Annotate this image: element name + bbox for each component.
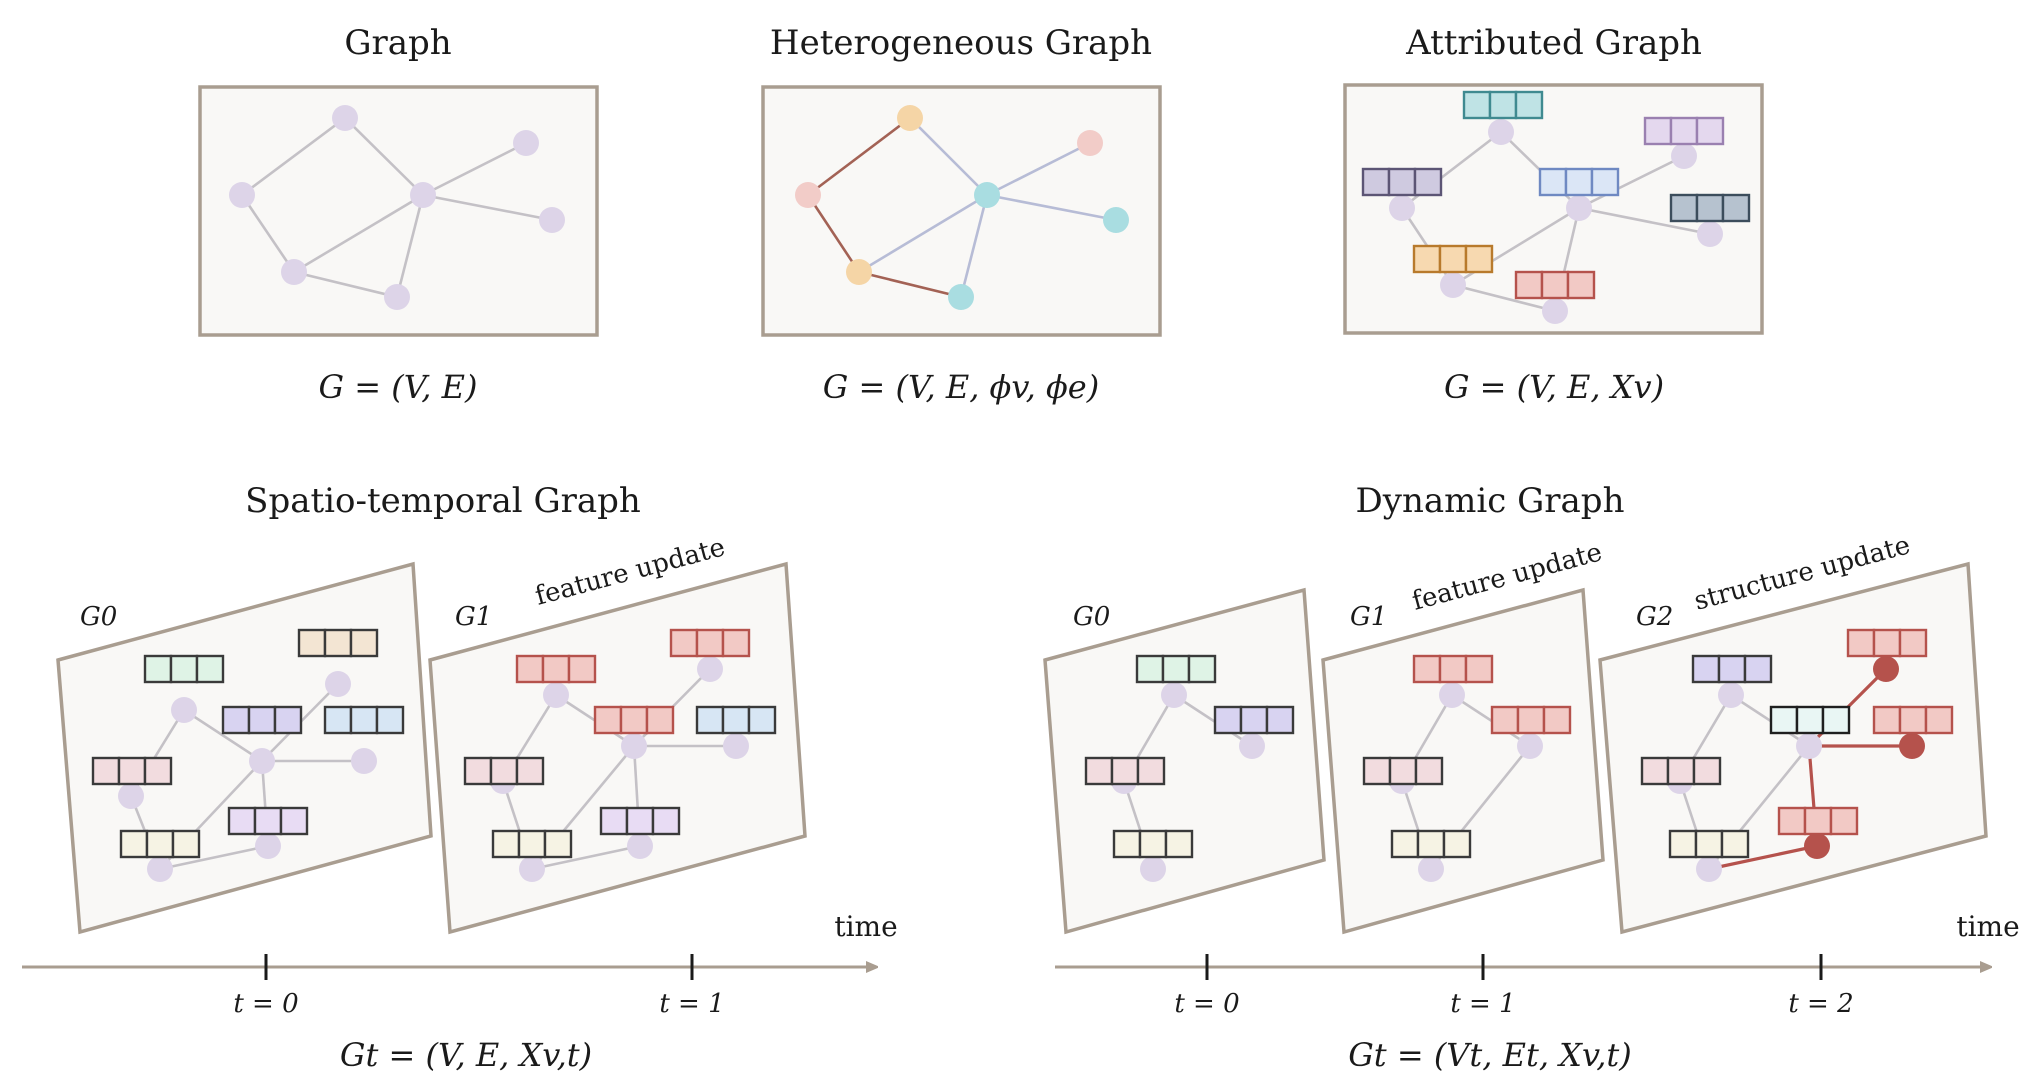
spatiotemporal-title: Spatio-temporal Graph <box>245 481 641 521</box>
attributed-title: Attributed Graph <box>1405 23 1702 63</box>
snapshot-label: G1 <box>455 602 492 632</box>
spatiotemporal-formula: Gt = (V, E, Xv,t) <box>340 1036 592 1074</box>
snapshot-feature-vectors <box>1362 654 1572 859</box>
tick-label: t = 1 <box>659 989 724 1019</box>
spatiotemporal-snapshot-0: G0 <box>56 561 433 935</box>
dynamic-time-axis: time t = 0 t = 1 t = 2 <box>1055 910 2020 1019</box>
snapshot-feature-vectors <box>1084 654 1295 859</box>
graph-title: Graph <box>344 23 451 63</box>
attributed-feature-vectors <box>1361 90 1751 300</box>
dynamic-title: Dynamic Graph <box>1356 481 1625 521</box>
tick-label: t = 0 <box>233 989 298 1019</box>
snapshot-feature-vectors <box>91 628 405 859</box>
feature-vector <box>1412 244 1494 274</box>
snapshot-feature-vectors <box>463 628 777 859</box>
snapshot-label: G1 <box>1350 602 1387 632</box>
heterogeneous-panel: Heterogeneous Graph G = (V, E, ϕv, ϕe) <box>761 23 1162 406</box>
feature-vector <box>1538 167 1620 197</box>
heterogeneous-formula: G = (V, E, ϕv, ϕe) <box>823 368 1099 406</box>
heterogeneous-title: Heterogeneous Graph <box>770 23 1152 63</box>
graph-formula: G = (V, E) <box>319 368 478 406</box>
graph-edges <box>240 116 553 299</box>
attributed-nodes <box>1389 119 1723 324</box>
spatiotemporal-snapshot-1: G1 feature update <box>428 532 807 935</box>
dynamic-formula: Gt = (Vt, Et, Xv,t) <box>1348 1036 1632 1074</box>
feature-vector <box>1361 167 1443 197</box>
feature-vector <box>1669 193 1751 223</box>
snapshot-feature-vectors <box>1640 628 1954 859</box>
tick-label: t = 1 <box>1450 989 1515 1019</box>
feature-vector <box>1643 116 1725 146</box>
time-axis-label: time <box>834 910 897 943</box>
spatiotemporal-panel: Spatio-temporal Graph G0 <box>22 481 898 1074</box>
dynamic-panel: Dynamic Graph G0 <box>1043 481 2020 1074</box>
dynamic-snapshot-2: G2 structure update <box>1598 530 1988 935</box>
tick-label: t = 2 <box>1788 989 1853 1019</box>
new-nodes <box>1804 656 1925 859</box>
dynamic-snapshot-1: G1 feature update <box>1321 537 1605 935</box>
attributed-panel: Attributed Graph <box>1343 23 1764 406</box>
snapshot-nodes <box>118 671 377 882</box>
dynamic-snapshot-0: G0 <box>1043 587 1326 935</box>
graph-nodes <box>229 105 565 310</box>
snapshot-label: G2 <box>1636 602 1673 632</box>
time-axis-label: time <box>1956 910 2019 943</box>
heterogeneous-edges <box>806 116 1117 299</box>
tick-label: t = 0 <box>1174 989 1239 1019</box>
snapshot-label: G0 <box>80 602 117 632</box>
spatiotemporal-time-axis: time t = 0 t = 1 <box>22 910 898 1019</box>
attributed-formula: G = (V, E, Xv) <box>1444 368 1664 406</box>
feature-vector <box>1462 90 1544 120</box>
snapshot-label: G0 <box>1073 602 1110 632</box>
feature-vector <box>1514 270 1596 300</box>
heterogeneous-nodes <box>795 105 1129 310</box>
graph-panel: Graph G = (V, E) <box>198 23 599 406</box>
